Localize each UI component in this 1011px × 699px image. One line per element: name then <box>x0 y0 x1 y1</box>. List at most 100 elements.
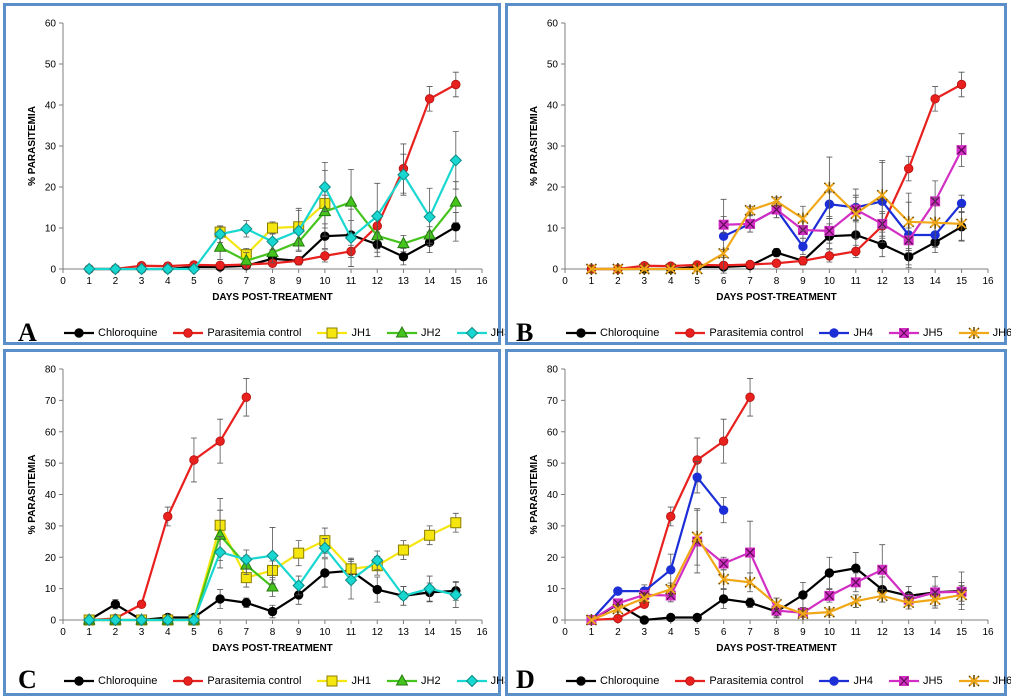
y-tick-label: 60 <box>547 427 559 438</box>
legend-label: Parasitemia control <box>207 327 302 339</box>
legend-item-parasitemia-control: Parasitemia control <box>171 326 301 340</box>
data-point <box>82 262 96 276</box>
data-point <box>292 579 305 592</box>
x-tick-label: 4 <box>668 276 674 287</box>
x-tick-label: 0 <box>60 276 66 287</box>
data-point <box>851 563 861 573</box>
data-point <box>161 262 174 276</box>
legend-swatch <box>387 674 418 686</box>
legend-swatch <box>889 676 920 686</box>
data-point <box>798 256 808 266</box>
data-point <box>798 241 808 252</box>
data-point <box>213 546 227 559</box>
data-point <box>798 590 808 600</box>
series-line <box>723 149 963 242</box>
legend-marker <box>395 326 409 338</box>
data-point <box>344 195 358 207</box>
x-tick-label: 5 <box>694 276 700 287</box>
data-point <box>666 612 676 623</box>
y-tick-label: 50 <box>547 459 559 470</box>
data-point <box>930 587 941 598</box>
legend-label: JH4 <box>853 327 874 339</box>
data-point <box>293 547 305 559</box>
legend-item-chloroquine: Chloroquine <box>62 326 157 340</box>
x-tick-label: 7 <box>244 627 250 638</box>
legend-label: JH6 <box>992 327 1011 339</box>
legend-swatch <box>819 676 850 686</box>
data-point <box>718 219 729 230</box>
data-point <box>187 613 201 627</box>
data-point <box>109 613 122 627</box>
data-point <box>187 262 201 276</box>
panel-b: 0 10 20 30 40 50 60 0 1 2 3 4 5 6 7 8 9 10 11 12 13 14 15 16 DAY… <box>505 3 1011 347</box>
legend-marker <box>74 328 84 338</box>
legend-marker <box>899 328 910 338</box>
legend-item-jh3: JH3 <box>455 326 510 340</box>
legend-item-jh4: JH4 <box>817 674 873 688</box>
series-line <box>590 474 725 621</box>
y-tick-label: 20 <box>547 183 559 194</box>
data-point <box>449 154 463 167</box>
x-tick-label: 15 <box>450 276 462 287</box>
data-point <box>397 236 410 249</box>
legend-item-parasitemia-control: Parasitemia control <box>673 674 803 688</box>
x-tick-label: 7 <box>747 627 753 638</box>
data-point <box>371 209 384 223</box>
data-point <box>241 598 252 608</box>
legend-marker <box>465 674 478 688</box>
legend-swatch <box>173 328 204 338</box>
y-tick-label: 30 <box>547 142 559 153</box>
x-tick-label: 14 <box>424 627 436 638</box>
data-point <box>956 145 967 156</box>
data-point <box>718 436 729 446</box>
data-point <box>241 392 252 402</box>
x-tick-label: 16 <box>982 276 994 287</box>
legend-swatch <box>317 675 348 687</box>
y-tick-label: 0 <box>50 616 56 627</box>
x-tick-label: 3 <box>642 276 648 287</box>
legend-marker <box>183 676 194 686</box>
series-parasitemia-control <box>84 378 252 625</box>
y-axis-title: % PARASITEMIA <box>27 106 38 186</box>
data-point <box>397 544 409 556</box>
legend-item-chloroquine: Chloroquine <box>62 674 157 688</box>
data-point <box>344 573 358 587</box>
data-point <box>293 256 304 266</box>
legend-label: JH2 <box>421 675 441 687</box>
data-point <box>397 589 410 603</box>
panel-letter-a: A <box>18 318 37 347</box>
data-point <box>613 613 623 624</box>
x-tick-label: 6 <box>721 627 727 638</box>
data-point <box>189 455 199 465</box>
data-point <box>423 582 436 595</box>
legend-item-jh5: JH5 <box>887 674 943 688</box>
x-tick-label: 7 <box>747 276 753 287</box>
x-tick-label: 2 <box>615 276 621 287</box>
data-point <box>240 553 253 566</box>
panel-letter-d: D <box>516 665 535 694</box>
x-tick-label: 2 <box>113 627 119 638</box>
data-point <box>613 586 623 596</box>
x-tick-label: 15 <box>956 276 968 287</box>
data-point <box>639 615 650 625</box>
data-point <box>318 541 332 555</box>
legend-label: Parasitemia control <box>207 675 302 687</box>
legend-swatch <box>64 328 94 338</box>
x-tick-label: 1 <box>589 276 595 287</box>
data-point <box>745 259 755 270</box>
data-point <box>82 613 96 627</box>
x-tick-label: 10 <box>319 276 331 287</box>
legend-swatch <box>456 674 487 688</box>
legend-item-parasitemia-control: Parasitemia control <box>673 326 803 340</box>
legend-label: JH5 <box>923 675 943 687</box>
x-tick-label: 8 <box>270 276 276 287</box>
x-tick-label: 13 <box>903 627 915 638</box>
data-point <box>449 588 463 602</box>
legend-label: Chloroquine <box>600 327 660 339</box>
data-point <box>239 253 253 266</box>
x-tick-label: 14 <box>930 627 942 638</box>
series-jh3 <box>82 527 463 627</box>
x-tick-label: 12 <box>877 276 889 287</box>
